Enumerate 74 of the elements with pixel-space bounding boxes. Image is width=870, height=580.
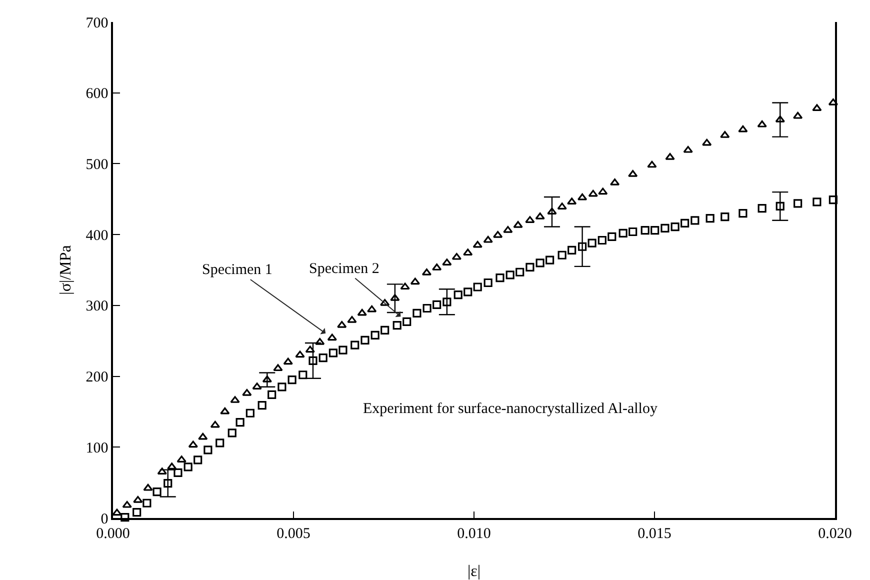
- y-tick-label: 600: [86, 86, 108, 102]
- point: [242, 388, 252, 396]
- point: [410, 278, 420, 285]
- point: [702, 138, 712, 146]
- point: [176, 456, 186, 462]
- annotation: Experiment for surface-nanocrystallized Al-alloy: [363, 401, 658, 417]
- point: [557, 202, 567, 210]
- point: [315, 338, 325, 345]
- y-axis-title: |σ|/MPa: [58, 245, 74, 295]
- point: [210, 420, 220, 428]
- point: [400, 282, 410, 290]
- point: [738, 125, 748, 132]
- x-tick-label: 0.010: [457, 526, 491, 542]
- y-tick-label: 100: [86, 440, 108, 456]
- point: [188, 440, 198, 448]
- point: [628, 170, 638, 177]
- point: [112, 508, 122, 516]
- point: [683, 146, 693, 153]
- point: [157, 468, 167, 474]
- point: [367, 305, 377, 312]
- point: [812, 104, 822, 111]
- point: [757, 120, 767, 128]
- y-tick-label: 0: [100, 511, 108, 528]
- point: [262, 376, 272, 382]
- point: [452, 252, 462, 260]
- point: [525, 216, 535, 223]
- point: [273, 364, 283, 372]
- point: [828, 98, 838, 106]
- y-tick-label: 200: [86, 370, 108, 386]
- text: Specimen 2: [309, 261, 380, 277]
- point: [720, 131, 730, 138]
- point: [442, 258, 452, 266]
- y-tick-label: 700: [86, 15, 108, 32]
- point: [122, 500, 132, 508]
- point: [390, 294, 400, 301]
- point: [143, 484, 153, 491]
- point: [220, 407, 230, 414]
- point: [357, 308, 367, 316]
- point: [598, 188, 608, 195]
- point: [463, 248, 473, 256]
- point: [513, 221, 523, 228]
- point: [483, 236, 493, 243]
- point: [503, 226, 513, 233]
- x-tick-label: 0.000: [96, 526, 130, 542]
- y-tick-label: 300: [86, 298, 108, 315]
- y-tick-label: 500: [86, 156, 108, 173]
- point: [577, 193, 588, 200]
- y-tick-label: 400: [86, 228, 108, 244]
- point: [327, 334, 337, 341]
- point: [535, 212, 545, 220]
- x-axis-title: |ε|: [467, 563, 481, 580]
- point: [775, 115, 785, 122]
- x-tick-label: 0.020: [818, 526, 852, 542]
- point: [252, 382, 262, 390]
- point: [337, 320, 347, 328]
- point: [230, 396, 240, 403]
- point: [566, 198, 577, 205]
- point: [133, 496, 143, 503]
- point: [665, 153, 675, 160]
- point: [283, 358, 293, 365]
- point: [492, 230, 503, 238]
- point: [472, 240, 482, 248]
- point: [198, 432, 208, 440]
- x-tick-label: 0.005: [276, 526, 310, 542]
- point: [305, 346, 315, 353]
- point: [295, 350, 305, 358]
- point: [588, 190, 598, 197]
- point: [167, 462, 177, 470]
- text: Specimen 1: [202, 262, 272, 278]
- point: [347, 316, 357, 323]
- point: [547, 208, 557, 214]
- point: [647, 160, 657, 168]
- point: [792, 112, 803, 119]
- x-tick-label: 0.015: [638, 526, 672, 542]
